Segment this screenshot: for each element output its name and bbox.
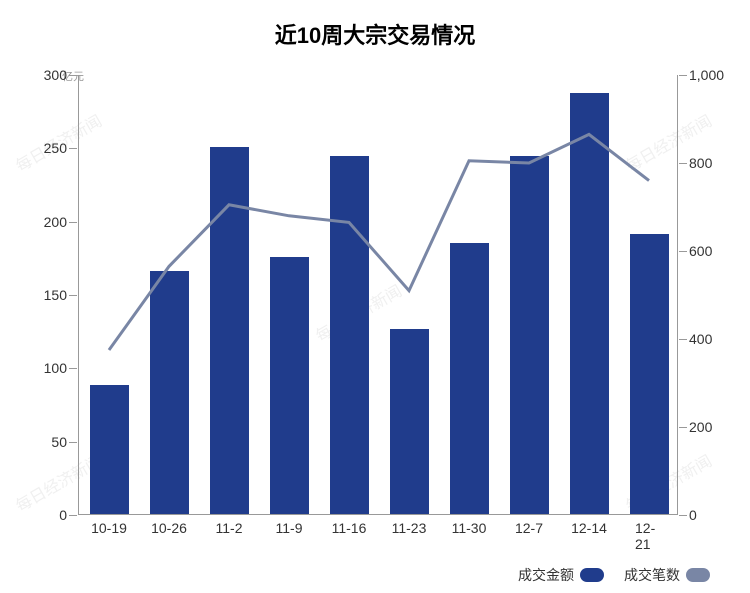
chart-title: 近10周大宗交易情况 (0, 0, 750, 50)
y1-tick-label: 100 (44, 360, 67, 376)
x-tick-label: 11-30 (452, 520, 487, 536)
y1-tick-label: 0 (59, 507, 67, 523)
y2-tick-label: 200 (689, 419, 712, 435)
bar (150, 271, 189, 514)
bar (270, 257, 309, 514)
x-tick-label: 11-23 (392, 520, 427, 536)
y1-tick-label: 250 (44, 140, 67, 156)
legend-line-label: 成交笔数 (624, 565, 680, 585)
x-tick-label: 10-26 (151, 520, 187, 536)
x-tick-label: 11-16 (332, 520, 367, 536)
legend-item-bar: 成交金额 (518, 565, 604, 585)
bar (90, 385, 129, 514)
y2-tick-label: 800 (689, 155, 712, 171)
bar (210, 147, 249, 514)
bar (630, 234, 669, 514)
legend-item-line: 成交笔数 (624, 565, 710, 585)
chart-container: 近10周大宗交易情况 亿元 每日经济新闻 每日经济新闻 每日经济新闻 每日经济新… (0, 0, 750, 593)
x-tick-label: 12-14 (571, 520, 607, 536)
legend-line-swatch (686, 568, 710, 582)
x-tick-label: 10-19 (91, 520, 127, 536)
bar (390, 329, 429, 514)
y1-tick-label: 300 (44, 67, 67, 83)
legend: 成交金额 成交笔数 (518, 565, 710, 585)
y1-tick-label: 200 (44, 214, 67, 230)
y1-tick-label: 50 (51, 434, 67, 450)
legend-bar-swatch (580, 568, 604, 582)
y2-tick-label: 400 (689, 331, 712, 347)
y2-tick-label: 1,000 (689, 67, 724, 83)
x-tick-label: 11-2 (216, 520, 243, 536)
x-tick-label: 11-9 (276, 520, 303, 536)
plot-area: 050100150200250300 02004006008001,000 10… (78, 75, 678, 515)
y2-tick-label: 0 (689, 507, 697, 523)
y1-tick-label: 150 (44, 287, 67, 303)
legend-bar-label: 成交金额 (518, 565, 574, 585)
bar (450, 243, 489, 514)
x-tick-label: 12-21 (635, 520, 663, 552)
bar (510, 156, 549, 514)
x-tick-label: 12-7 (515, 520, 543, 536)
bar (570, 93, 609, 514)
bar (330, 156, 369, 514)
y2-tick-label: 600 (689, 243, 712, 259)
